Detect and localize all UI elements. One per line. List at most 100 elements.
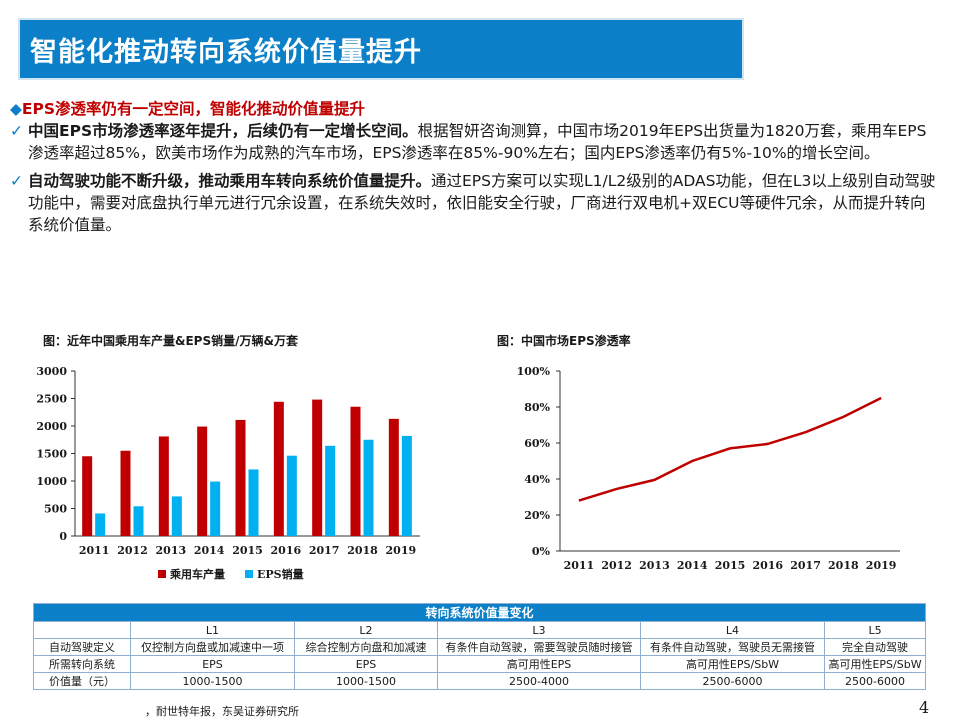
table-cell: 2500-4000 — [437, 672, 641, 690]
x-tick-label: 2018 — [828, 559, 859, 572]
y-tick-label: 1500 — [36, 448, 67, 461]
y-tick-label: 80% — [524, 401, 550, 414]
table-cell — [33, 621, 131, 639]
section-subtitle: ◆EPS渗透率仍有一定空间，智能化推动价值量提升 — [10, 98, 940, 120]
y-tick-label: 2000 — [36, 420, 67, 433]
table-cell: L1 — [130, 621, 295, 639]
table-cell: 仅控制方向盘或加减速中一项 — [130, 638, 295, 656]
bar-car-production — [273, 401, 284, 536]
table-cell: 高可用性EPS — [437, 655, 641, 673]
legend-swatch-car-production — [158, 570, 166, 578]
paragraph-1-bold: 中国EPS市场渗透率逐年提升，后续仍有一定增长空间。 — [28, 122, 418, 140]
line-chart: 0% 20% 40% 60% 80% 100% 2011 2012 2013 2014 2015 20… — [517, 365, 900, 572]
page-title: 智能化推动转向系统价值量提升 — [30, 37, 422, 68]
bar-eps-sales — [171, 496, 182, 536]
y-tick-label: 20% — [524, 509, 550, 522]
x-tick-label: 2016 — [271, 544, 302, 557]
x-tick-label: 2014 — [677, 559, 708, 572]
bar-eps-sales — [286, 455, 297, 536]
bar-eps-sales — [248, 469, 259, 536]
diamond-bullet-icon: ◆ — [10, 100, 22, 118]
table-row-label: 自动驾驶定义 — [33, 638, 131, 656]
table-row: 所需转向系统 EPS EPS 高可用性EPS 高可用性EPS/SbW 高可用性E… — [33, 655, 927, 673]
paragraph-2-bold: 自动驾驶功能不断升级，推动乘用车转向系统价值量提升。 — [28, 172, 432, 190]
bar-car-production — [197, 426, 208, 536]
y-tick-label: 0 — [59, 530, 67, 543]
bar-car-production — [235, 419, 246, 536]
x-tick-label: 2012 — [601, 559, 632, 572]
table-cell: 1000-1500 — [294, 672, 438, 690]
subtitle-text: EPS渗透率仍有一定空间，智能化推动价值量提升 — [21, 100, 366, 118]
y-tick-label: 500 — [44, 503, 67, 516]
x-tick-label: 2011 — [564, 559, 595, 572]
table-cell: L4 — [640, 621, 825, 639]
paragraph-2: ✓ 自动驾驶功能不断升级，推动乘用车转向系统价值量提升。通过EPS方案可以实现L1… — [10, 170, 940, 236]
bar-car-production — [388, 418, 399, 536]
value-table: 转向系统价值量变化 L1 L2 L3 L4 L5 自动驾驶定义 仅控制方向盘或加… — [32, 603, 927, 690]
source-note: ，耐世特年报，东吴证券研究所 — [145, 705, 299, 718]
bar-car-production — [158, 436, 169, 536]
x-tick-label: 2017 — [790, 559, 821, 572]
bar-chart-title: 图：近年中国乘用车产量&EPS销量/万辆&万套 — [43, 334, 298, 348]
body-text: ◆EPS渗透率仍有一定空间，智能化推动价值量提升 ✓ 中国EPS市场渗透率逐年提升… — [10, 98, 940, 236]
y-tick-label: 60% — [524, 437, 550, 450]
paragraph-2-text: 通过EPS方案可以实现L1/L2级别的ADAS功能，但在L3以上级别自动驾驶功能… — [28, 172, 936, 234]
y-tick-label: 3000 — [36, 365, 67, 378]
bar-car-production — [82, 456, 93, 536]
x-tick-label: 2013 — [156, 544, 187, 557]
y-tick-label: 1000 — [36, 475, 67, 488]
bar-car-production — [312, 399, 323, 536]
x-tick-label: 2017 — [309, 544, 340, 557]
legend-swatch-eps-sales — [245, 570, 253, 578]
title-bar: 智能化推动转向系统价值量提升 — [18, 18, 744, 80]
table-header-row: 转向系统价值量变化 — [32, 603, 927, 622]
y-tick-label: 40% — [524, 473, 550, 486]
bar-eps-sales — [363, 439, 374, 536]
table-cell: 高可用性EPS/SbW — [640, 655, 825, 673]
y-tick-label: 2500 — [36, 393, 67, 406]
table-cell: EPS — [130, 655, 295, 673]
paragraph-1: ✓ 中国EPS市场渗透率逐年提升，后续仍有一定增长空间。根据智妍咨询测算，中国市场… — [10, 120, 940, 164]
legend-label-eps-sales: EPS销量 — [257, 567, 304, 581]
table-cell: 有条件自动驾驶，驾驶员无需接管 — [640, 638, 825, 656]
table-cell: 2500-6000 — [823, 672, 927, 690]
page-number: 4 — [919, 698, 930, 717]
table-row: 自动驾驶定义 仅控制方向盘或加减速中一项 综合控制方向盘和加减速 有条件自动驾驶… — [33, 638, 927, 656]
table-cell: 有条件自动驾驶，需要驾驶员随时接管 — [437, 638, 641, 656]
table-cell: EPS — [294, 655, 438, 673]
table-cell: L3 — [437, 621, 641, 639]
table-row-label: 价值量（元） — [33, 672, 131, 690]
y-tick-label: 100% — [517, 365, 551, 378]
paragraph-1-text: 根据智妍咨询测算，中国市场2019年EPS出货量为1820万套，乘用车EPS渗透… — [28, 122, 927, 162]
table-cell: 完全自动驾驶 — [823, 638, 927, 656]
table-cell: 2500-6000 — [640, 672, 825, 690]
x-tick-label: 2014 — [194, 544, 225, 557]
table-row-label: 所需转向系统 — [33, 655, 131, 673]
table-row-levels: L1 L2 L3 L4 L5 — [33, 621, 927, 639]
table-cell: 综合控制方向盘和加减速 — [294, 638, 438, 656]
bar-eps-sales — [325, 445, 336, 536]
table-cell: L2 — [294, 621, 438, 639]
bar-chart: 0 500 1000 1500 2000 2500 3000 2011 2012 2013 2014… — [36, 365, 420, 581]
line-chart-title: 图：中国市场EPS渗透率 — [497, 334, 631, 348]
x-tick-label: 2016 — [752, 559, 783, 572]
x-tick-label: 2013 — [639, 559, 670, 572]
bar-eps-sales — [401, 435, 412, 536]
table-cell: L5 — [823, 621, 927, 639]
x-tick-label: 2012 — [117, 544, 148, 557]
table-title: 转向系统价值量变化 — [32, 603, 927, 622]
table-row: 价值量（元） 1000-1500 1000-1500 2500-4000 250… — [33, 672, 927, 690]
bar-eps-sales — [95, 513, 106, 536]
x-tick-label: 2015 — [232, 544, 263, 557]
x-tick-label: 2019 — [866, 559, 897, 572]
legend-label-car-production: 乘用车产量 — [169, 567, 225, 581]
x-tick-label: 2018 — [347, 544, 378, 557]
checkmark-icon: ✓ — [10, 122, 23, 140]
series-line-eps-penetration — [578, 396, 882, 502]
y-tick-label: 0% — [532, 545, 551, 558]
x-tick-label: 2011 — [79, 544, 110, 557]
x-tick-label: 2019 — [386, 544, 417, 557]
table-cell: 1000-1500 — [130, 672, 295, 690]
checkmark-icon: ✓ — [10, 172, 23, 190]
table-cell: 高可用性EPS/SbW — [823, 655, 927, 673]
